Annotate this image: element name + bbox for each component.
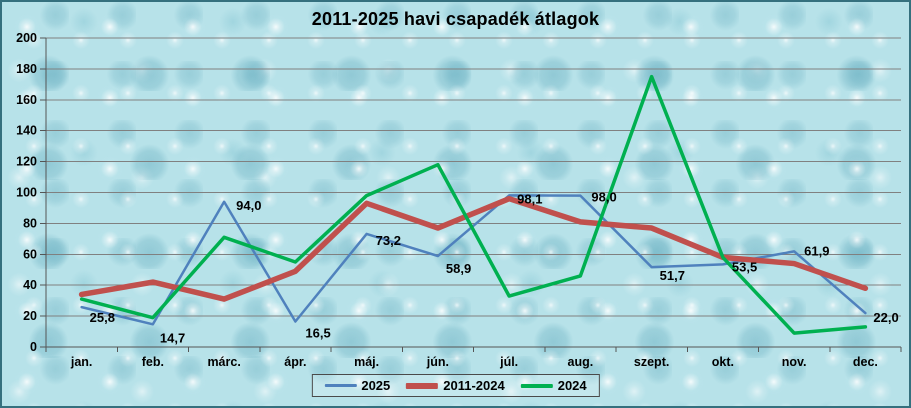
axes (45, 38, 902, 352)
legend-line-swatch-2024 (520, 383, 553, 388)
svg-text:feb.: feb. (142, 355, 164, 369)
legend-line-swatch-2025 (324, 384, 357, 387)
svg-text:14,7: 14,7 (160, 330, 185, 345)
svg-text:20: 20 (23, 309, 37, 323)
svg-text:jún.: jún. (426, 355, 449, 369)
svg-text:53,5: 53,5 (732, 259, 757, 274)
svg-text:200: 200 (16, 31, 37, 45)
svg-text:25,8: 25,8 (90, 310, 115, 325)
svg-text:szept.: szept. (634, 355, 669, 369)
svg-text:márc.: márc. (207, 355, 240, 369)
svg-text:100: 100 (16, 186, 37, 200)
svg-text:0: 0 (30, 340, 37, 354)
svg-text:okt.: okt. (712, 355, 734, 369)
svg-text:73,2: 73,2 (376, 233, 401, 248)
svg-text:160: 160 (16, 93, 37, 107)
x-axis-labels: jan. feb. márc. ápr. máj. jún. júl. aug. szept. o… (70, 355, 878, 369)
svg-text:180: 180 (16, 62, 37, 76)
legend-item-2025: 2025 (324, 378, 390, 393)
svg-text:140: 140 (16, 124, 37, 138)
svg-text:ápr.: ápr. (284, 355, 306, 369)
series-line-2024 (79, 74, 868, 335)
legend: 2025 2011-2024 2024 (311, 374, 600, 397)
legend-label-2025: 2025 (361, 378, 391, 393)
svg-text:58,9: 58,9 (446, 261, 471, 276)
svg-text:40: 40 (23, 278, 37, 292)
legend-item-2024: 2024 (520, 378, 587, 393)
data-labels-2025: 25,8 14,7 94,0 16,5 73,2 58,9 98,1 98,0 51,7 53,5… (90, 190, 899, 346)
series-line-2011-2024 (78, 195, 869, 302)
svg-text:120: 120 (16, 155, 37, 169)
svg-text:jan.: jan. (70, 355, 93, 369)
svg-text:máj.: máj. (354, 355, 379, 369)
svg-text:51,7: 51,7 (660, 268, 685, 283)
svg-text:16,5: 16,5 (305, 326, 330, 341)
legend-item-2011-2024: 2011-2024 (406, 378, 505, 393)
svg-text:dec.: dec. (853, 355, 878, 369)
legend-line-swatch-2011-2024 (406, 382, 439, 389)
svg-text:94,0: 94,0 (236, 198, 261, 213)
svg-text:aug.: aug. (568, 355, 594, 369)
svg-text:nov.: nov. (782, 355, 807, 369)
svg-text:60: 60 (23, 247, 37, 261)
series-line-2025 (80, 194, 867, 326)
svg-text:22,0: 22,0 (873, 310, 898, 325)
svg-text:júl.: júl. (499, 355, 518, 369)
svg-text:80: 80 (23, 216, 37, 230)
y-gridlines: 0 20 40 60 80 100 120 140 160 180 200 (16, 31, 901, 354)
legend-label-2011-2024: 2011-2024 (443, 378, 505, 393)
legend-label-2024: 2024 (557, 378, 587, 393)
svg-text:98,1: 98,1 (517, 191, 542, 206)
svg-text:98,0: 98,0 (591, 190, 616, 205)
chart-title: 2011-2025 havi csapadék átlagok (311, 9, 600, 29)
svg-text:61,9: 61,9 (804, 243, 829, 258)
